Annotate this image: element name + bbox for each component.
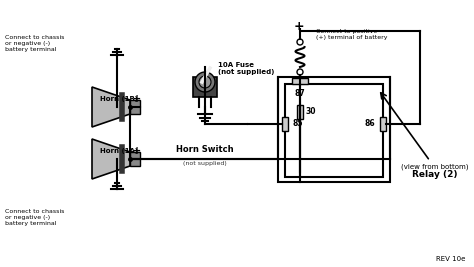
Bar (278, 77, 390, 182)
Text: 30: 30 (306, 108, 317, 116)
Polygon shape (92, 87, 130, 127)
Text: Horn (1A): Horn (1A) (100, 148, 138, 154)
Text: Relay (2): Relay (2) (412, 170, 458, 179)
Text: Horn (1B): Horn (1B) (100, 96, 138, 102)
Text: Horn Switch: Horn Switch (176, 145, 234, 154)
Text: 86: 86 (365, 120, 375, 128)
Bar (193, 77, 217, 97)
Text: REV 10e: REV 10e (436, 256, 465, 262)
Polygon shape (92, 139, 130, 179)
Bar (297, 105, 303, 119)
Text: +: + (133, 94, 141, 104)
Text: +: + (133, 146, 141, 156)
Text: (view from bottom): (view from bottom) (401, 163, 469, 170)
Text: 85: 85 (293, 120, 303, 128)
Circle shape (195, 72, 215, 92)
Bar (285, 84, 383, 177)
Bar (292, 78, 308, 84)
Bar (380, 117, 386, 131)
Circle shape (199, 76, 211, 88)
Text: Connect to chassis
or negative (-)
battery terminal: Connect to chassis or negative (-) batte… (5, 209, 64, 226)
Text: 10A Fuse
(not supplied): 10A Fuse (not supplied) (218, 62, 274, 75)
Bar (130, 152, 140, 166)
Text: Connect to positive
(+) terminal of battery: Connect to positive (+) terminal of batt… (316, 29, 388, 40)
Bar (282, 117, 288, 131)
Text: +: + (294, 21, 305, 33)
Text: Connect to chassis
or negative (-)
battery terminal: Connect to chassis or negative (-) batte… (5, 35, 64, 52)
Text: (not supplied): (not supplied) (183, 161, 227, 166)
Text: 87: 87 (295, 89, 305, 98)
Bar (130, 100, 140, 114)
